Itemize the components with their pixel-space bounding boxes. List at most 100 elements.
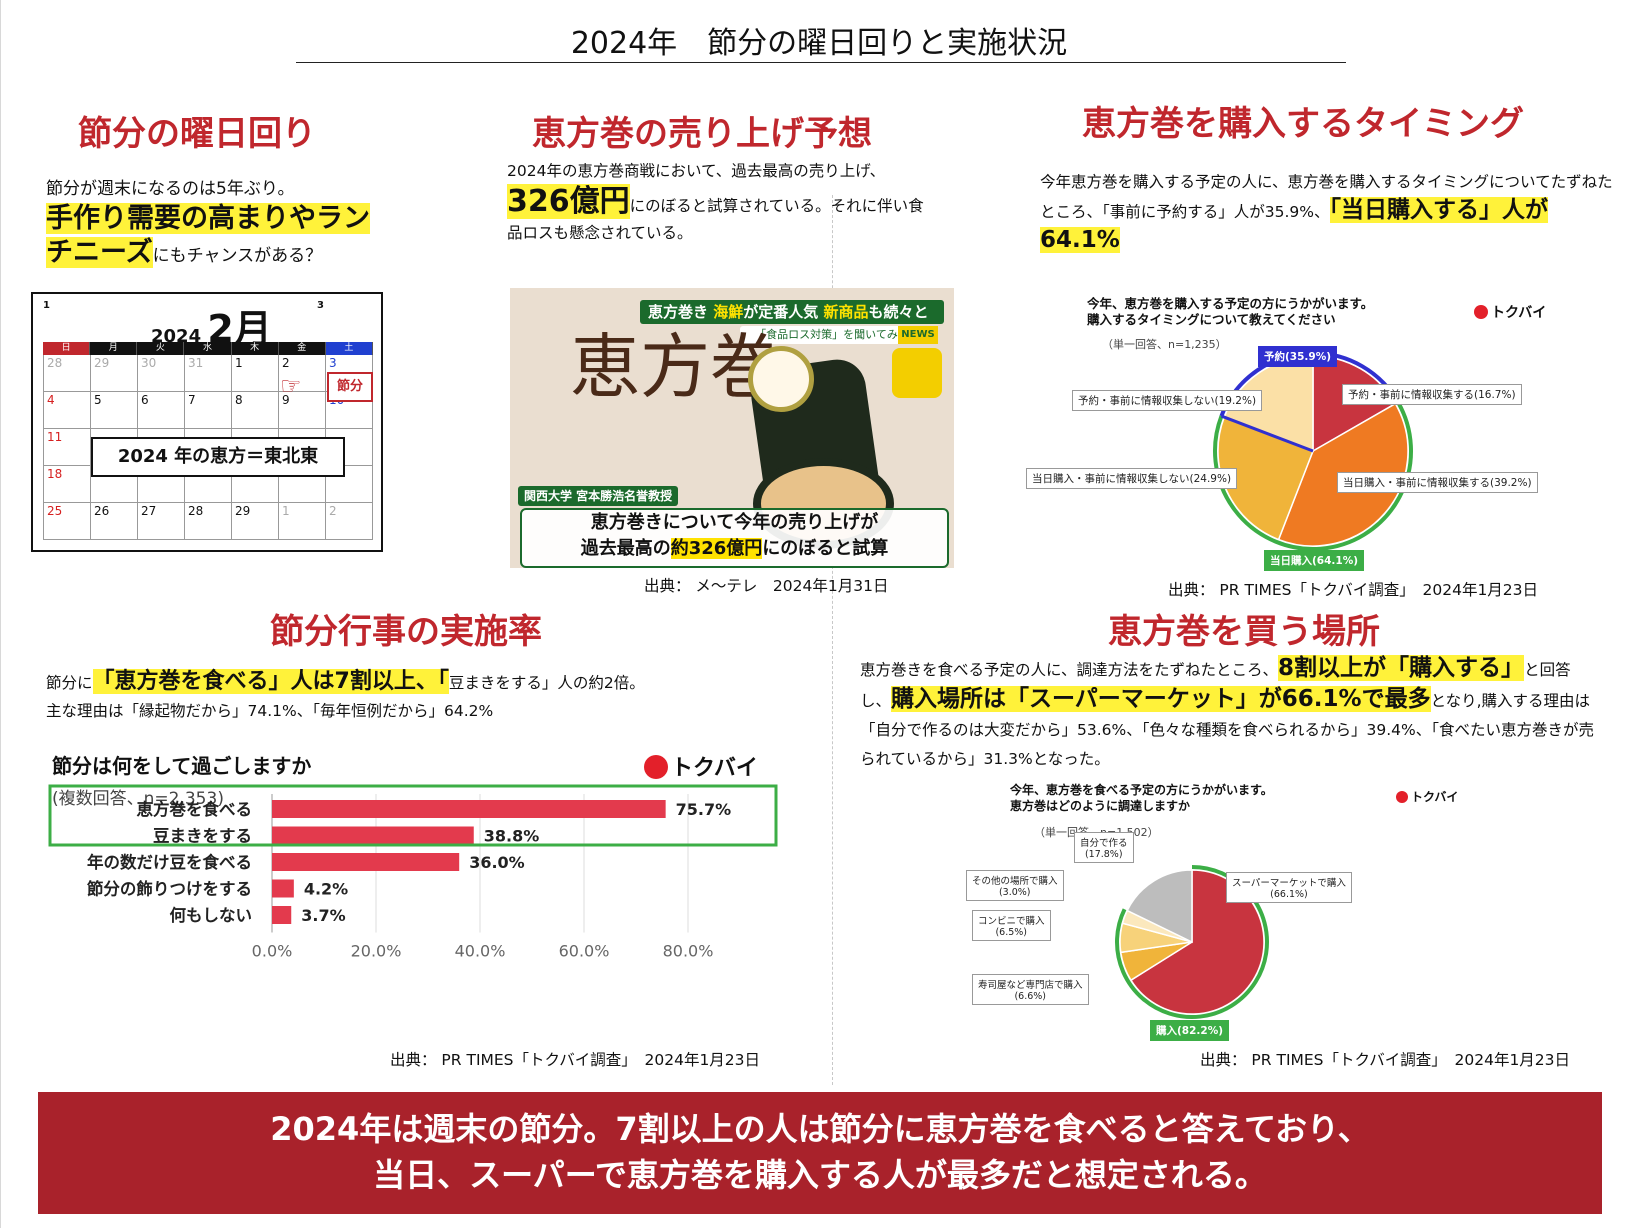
basho-chart-title: 今年、恵方巻を食べる予定の方にうかがいます。 恵方巻はどのように調達しますか xyxy=(1010,783,1273,813)
calendar-day xyxy=(138,466,185,503)
calendar-day: 27 xyxy=(138,503,185,540)
highlight-box xyxy=(48,784,778,847)
calendar-weekday-header: 日月火水木金土 xyxy=(43,342,373,355)
calendar-weekday: 水 xyxy=(184,342,232,355)
tv-ehou-calligraphy: 恵方巻 xyxy=(570,326,780,408)
pie-group-label: 当日購入(64.1%) xyxy=(1264,550,1365,571)
basho-chart: 今年、恵方巻を食べる予定の方にうかがいます。恵方巻はどのように調達しますか （単… xyxy=(966,782,1470,1044)
timing-chart-title: 今年、恵方巻を購入する予定の方にうかがいます。 購入するタイミングについて教えてく… xyxy=(1087,296,1374,327)
banner-line1: 2024年は週末の節分。7割以上の人は節分に恵方巻を食べると答えており、 xyxy=(270,1110,1370,1148)
calendar-day xyxy=(91,466,138,503)
uriage-text: 2024年の恵方巻商戦において、過去最高の売り上げ、 326億円にのぼると試算さ… xyxy=(507,158,927,247)
x-tick-label: 0.0% xyxy=(252,942,293,961)
banner-line2: 当日、スーパーで恵方巻を購入する人が最多だと想定される。 xyxy=(373,1156,1267,1194)
category-label: 節分の飾りつけをする xyxy=(86,879,252,899)
calendar-weekday: 日 xyxy=(43,342,91,355)
calendar-day: 29 xyxy=(232,503,279,540)
calendar-weekday: 金 xyxy=(278,342,326,355)
jisshi-source: 出典： PR TIMES「トクバイ調査」 2024年1月23日 xyxy=(390,1051,761,1069)
pie-slice xyxy=(1217,416,1314,541)
bar xyxy=(272,879,294,898)
calendar-day: 9 xyxy=(279,392,326,429)
pie-label: 当日購入・事前に情報収集しない(24.9%) xyxy=(1026,468,1238,489)
jisshi-text2: 主な理由は「縁起物だから」74.1%、「毎年恒例だから」64.2% xyxy=(46,702,494,720)
category-label: 豆まきをする xyxy=(153,827,252,846)
value-label: 38.8% xyxy=(484,827,540,846)
bar xyxy=(272,826,474,845)
uriage-text1: 2024年の恵方巻商戦において、過去最高の売り上げ、 xyxy=(507,162,886,180)
x-tick-label: 60.0% xyxy=(559,942,610,961)
pie-label: 自分で作る (17.8%) xyxy=(1074,832,1134,863)
pie-group-label: 購入(82.2%) xyxy=(1150,1020,1230,1041)
calendar-day: 2 xyxy=(326,503,373,540)
calendar-mini-prev: 1 xyxy=(43,300,50,311)
basho-pie xyxy=(1115,865,1269,1019)
pie-label: その他の場所で購入 (3.0%) xyxy=(966,870,1064,901)
value-label: 36.0% xyxy=(469,853,525,872)
jisshi-highlight: 「恵方巻を食べる」人は7割以上、「 xyxy=(92,669,449,694)
pie-slice xyxy=(1126,869,1193,944)
uriage-highlight: 326億円 xyxy=(507,184,630,219)
calendar-day: 25 xyxy=(43,503,91,540)
jisshi-text-post: 豆まきをする」人の約2倍。 xyxy=(448,674,645,692)
calendar-week-row: 18 xyxy=(43,466,373,503)
news-photo: 恵方巻き 海鮮が定番人気 新商品も続々と 「食品ロス対策」を聞いてみると NEW… xyxy=(510,288,954,568)
tv-news-badge: NEWS xyxy=(898,326,938,344)
pie-label: 寿司屋など専門店で購入 (6.6%) xyxy=(972,974,1089,1005)
calendar-day xyxy=(326,429,373,466)
x-tick-label: 40.0% xyxy=(455,942,506,961)
jisshi-text-pre: 節分に xyxy=(46,674,93,692)
jisshi-text: 節分に「恵方巻を食べる」人は7割以上、「豆まきをする」人の約2倍。 主な理由は「… xyxy=(46,668,806,725)
calendar-day xyxy=(326,466,373,503)
calendar-day: 30 xyxy=(138,355,185,392)
timing-source: 出典： PR TIMES「トクバイ調査」 2024年1月23日 xyxy=(1168,581,1539,599)
category-label: 恵方巻を食べる xyxy=(137,799,253,819)
value-label: 4.2% xyxy=(304,880,348,899)
timing-chart: 今年、恵方巻を購入する予定の方にうかがいます。 購入するタイミングについて教えてく… xyxy=(1026,296,1558,576)
basho-source: 出典： PR TIMES「トクバイ調査」 2024年1月23日 xyxy=(1200,1051,1571,1069)
section-title-basho: 恵方巻を買う場所 xyxy=(1108,612,1380,652)
section-title-youbi: 節分の曜日回り xyxy=(78,114,316,154)
compass-icon xyxy=(748,346,814,412)
ehou-box: 2024 年の恵方＝東北東 xyxy=(91,437,345,477)
calendar-week-row: 28 29 30 31 1 2 3 xyxy=(43,355,373,392)
calendar-week-row: 45678910 xyxy=(43,392,373,429)
x-tick-label: 80.0% xyxy=(663,942,714,961)
title-rule xyxy=(296,62,1346,63)
tokubai-logo: トクバイ xyxy=(1474,302,1546,322)
jisshi-bar-chart: 0.0% 20.0% 40.0% 60.0% 80.0% 恵方巻を食べる 75.7% 豆まきを… xyxy=(48,784,778,961)
bar xyxy=(272,906,292,924)
calendar-mini-next: 3 xyxy=(317,300,324,311)
calendar-day: 1 xyxy=(232,355,279,392)
mascot-icon xyxy=(892,348,942,398)
calendar-day: 4 xyxy=(43,392,91,429)
calendar-day: 7 xyxy=(185,392,232,429)
basho-highlight2: 購入場所は「スーパーマーケット」が66.1%で最多 xyxy=(891,686,1431,712)
category-label: 何もしない xyxy=(170,905,253,925)
group-divider xyxy=(1220,414,1314,453)
timing-text1: 今年恵方巻を購入する予定の人に、恵方巻を購入するタイミングについてたずねたところ… xyxy=(1040,173,1613,221)
pie-label: 予約・事前に情報収集する(16.7%) xyxy=(1342,384,1522,405)
calendar-day: 2 xyxy=(279,355,326,392)
timing-pie xyxy=(1213,351,1413,551)
basho-text2: と回答し、 xyxy=(860,661,1571,710)
tv-caption: 恵方巻きについて今年の売り上げが 過去最高の約326億円にのぼると試算 xyxy=(520,508,949,568)
section-title-timing: 恵方巻を購入するタイミング xyxy=(1082,104,1524,144)
calendar-day xyxy=(279,466,326,503)
calendar-day: 8 xyxy=(232,392,279,429)
calendar-week-row: 25 26 27 28 29 1 2 xyxy=(43,503,373,540)
bar xyxy=(272,853,460,871)
pie-label: コンビニで購入 (6.5%) xyxy=(972,910,1051,941)
calendar-day: 26 xyxy=(91,503,138,540)
column-divider xyxy=(832,195,833,1085)
timing-text: 今年恵方巻を購入する予定の人に、恵方巻を購入するタイミングについてたずねたところ… xyxy=(1040,168,1622,256)
calendar-weekday: 土 xyxy=(325,342,373,355)
calendar-year: 2024 xyxy=(151,326,202,347)
page-title: 2024年 節分の曜日回りと実施状況 xyxy=(570,26,1068,61)
page-edge xyxy=(0,0,1,1228)
tokubai-logo: トクバイ xyxy=(644,750,758,782)
conclusion-banner: 2024年は週末の節分。7割以上の人は節分に恵方巻を食べると答えており、 当日、… xyxy=(38,1092,1602,1214)
bar xyxy=(272,800,666,818)
tv-professor-label: 関西大学 宮本勝浩名誉教授 xyxy=(518,486,679,506)
